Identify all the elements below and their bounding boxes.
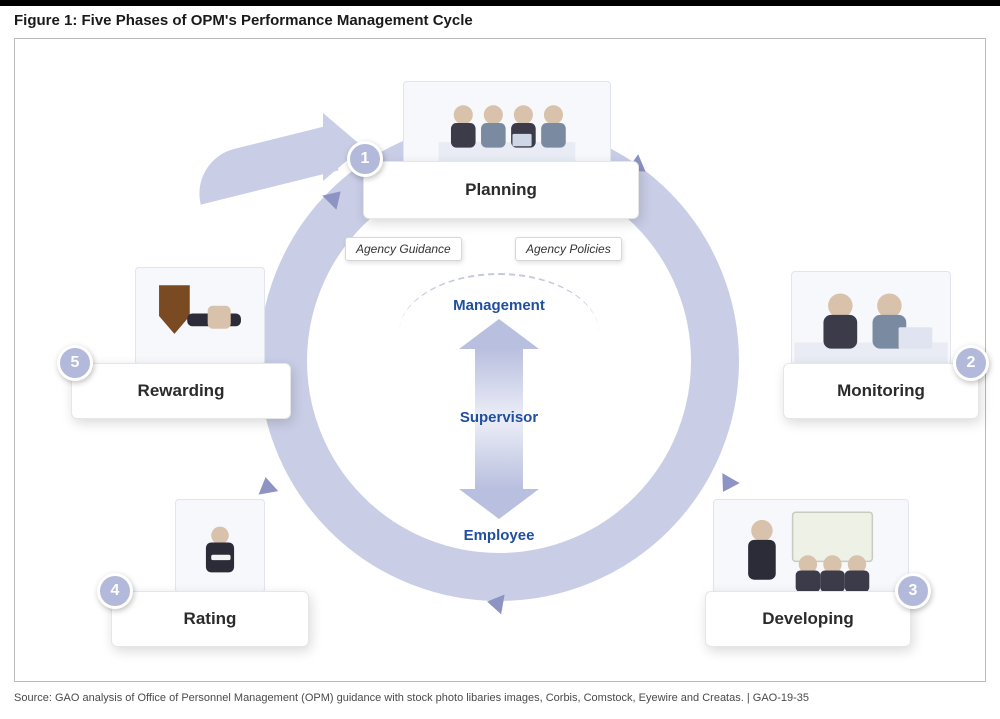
center-label-management: Management bbox=[419, 297, 579, 314]
phase-card-monitoring: Monitoring bbox=[783, 363, 979, 419]
phase-photo-planning bbox=[403, 81, 611, 165]
phase-badge-3: 3 bbox=[895, 573, 931, 609]
cycle-flow-arrow-3 bbox=[485, 592, 504, 614]
figure-title: Figure 1: Five Phases of OPM's Performan… bbox=[14, 12, 473, 29]
cycle-flow-arrow-4 bbox=[256, 475, 278, 494]
center-label-supervisor: Supervisor bbox=[419, 409, 579, 426]
phase-card-rating: Rating bbox=[111, 591, 309, 647]
phase-badge-4: 4 bbox=[97, 573, 133, 609]
diagram-stage: Planning1Monitoring2Developing3Rating4Re… bbox=[15, 39, 985, 681]
phase-photo-rating bbox=[175, 499, 265, 593]
cycle-flow-arrow-2 bbox=[714, 473, 739, 497]
phase-photo-monitoring bbox=[791, 271, 951, 365]
center-label-employee: Employee bbox=[419, 527, 579, 544]
input-pill-1: Agency Policies bbox=[515, 237, 622, 261]
phase-label: Rating bbox=[184, 609, 237, 629]
phase-label: Monitoring bbox=[837, 381, 925, 401]
top-border bbox=[0, 0, 1000, 6]
phase-card-rewarding: Rewarding bbox=[71, 363, 291, 419]
phase-badge-2: 2 bbox=[953, 345, 989, 381]
diagram-frame: Planning 1 Monitoring 2 Developing 3 Rating 4 Re… bbox=[14, 38, 986, 682]
input-pill-0: Agency Guidance bbox=[345, 237, 462, 261]
hierarchy-arrow-up bbox=[459, 319, 539, 349]
figure-source: Source: GAO analysis of Office of Person… bbox=[14, 692, 986, 704]
phase-label: Developing bbox=[762, 609, 854, 629]
incoming-arrow-body bbox=[190, 126, 339, 205]
hierarchy-arrow-down bbox=[459, 489, 539, 519]
phase-label: Planning bbox=[465, 180, 537, 200]
phase-photo-rewarding bbox=[135, 267, 265, 365]
phase-photo-developing bbox=[713, 499, 909, 593]
phase-card-developing: Developing bbox=[705, 591, 911, 647]
phase-card-planning: Planning bbox=[363, 161, 639, 219]
phase-badge-5: 5 bbox=[57, 345, 93, 381]
phase-label: Rewarding bbox=[138, 381, 225, 401]
phase-badge-1: 1 bbox=[347, 141, 383, 177]
